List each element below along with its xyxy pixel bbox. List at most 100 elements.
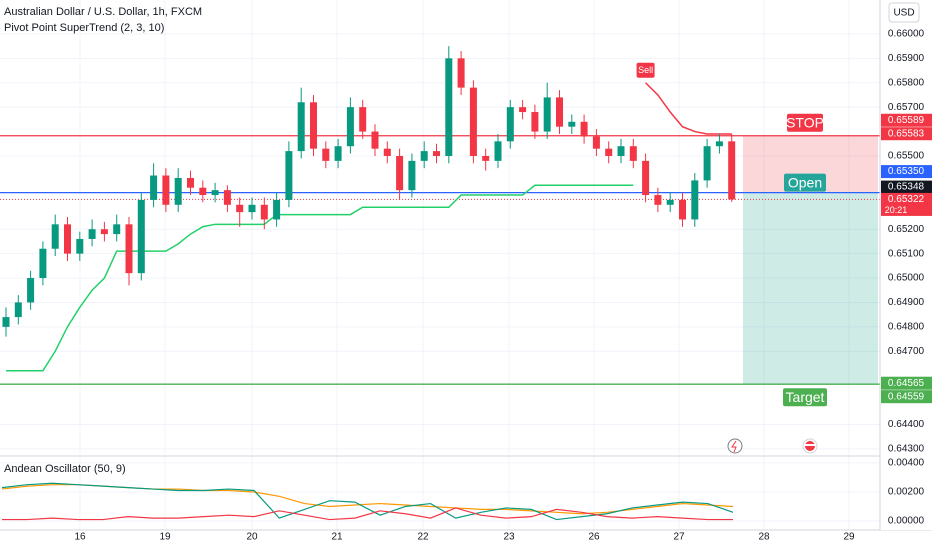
osc-tick-label: 0.00200 <box>888 487 925 498</box>
candle-body <box>592 136 600 149</box>
osc-tick-label: 0.00000 <box>888 516 925 527</box>
candle-body <box>482 155 490 161</box>
y-tick-label: 0.64300 <box>888 444 925 455</box>
y-tick-label: 0.65700 <box>888 102 925 113</box>
candle-body <box>531 112 539 132</box>
candle-body <box>617 146 625 156</box>
x-tick-label: 28 <box>758 532 770 543</box>
candle-body <box>310 102 317 149</box>
y-tick-label: 0.64800 <box>888 321 925 332</box>
candle-body <box>297 102 305 152</box>
candle-body <box>396 155 404 191</box>
candle-body <box>2 317 10 327</box>
candle-body <box>162 175 170 205</box>
candle-body <box>568 121 576 127</box>
price-label-box <box>881 165 932 179</box>
candle-body <box>469 87 477 156</box>
candle-body <box>629 146 637 161</box>
candle-body <box>506 107 514 142</box>
candle-body <box>322 148 330 161</box>
candle-body <box>433 151 440 156</box>
candle-body <box>605 148 613 156</box>
candle-body <box>408 160 416 191</box>
x-tick-label: 20 <box>246 532 258 543</box>
candle-body <box>580 121 588 137</box>
symbol-title: Australian Dollar / U.S. Dollar, 1h, FXC… <box>4 6 202 18</box>
target-label-box <box>783 388 827 407</box>
price-pane: Sell STOP Open Target <box>0 46 880 407</box>
candle-body <box>76 238 84 254</box>
open-label: Open <box>788 174 822 190</box>
osc-tick-label: 0.00400 <box>888 458 925 469</box>
candle-body <box>137 199 145 274</box>
price-label: 0.64565 <box>888 378 925 389</box>
countdown: 20:21 <box>885 205 908 215</box>
candle-body <box>273 199 281 220</box>
flag-icon[interactable] <box>802 438 818 454</box>
stop-label: STOP <box>786 114 824 130</box>
icon-circle <box>727 438 743 454</box>
candle-body <box>64 224 71 254</box>
icon-stripe <box>805 444 815 446</box>
candle-body <box>543 97 551 132</box>
oscillator-line <box>1 482 734 521</box>
y-tick-label: 0.65100 <box>888 248 925 259</box>
oscillator-line <box>2 507 733 521</box>
price-label-box <box>881 192 932 206</box>
candle-body <box>150 175 158 200</box>
candle-body <box>223 190 231 205</box>
candle-body <box>728 141 736 200</box>
x-tick-label: 22 <box>417 532 429 543</box>
candle-body <box>346 107 354 147</box>
y-tick-label: 0.64700 <box>888 346 925 357</box>
candle-body <box>100 229 108 235</box>
price-label: 0.65348 <box>888 182 925 193</box>
stop-label-box <box>787 113 823 132</box>
candle-body <box>285 151 293 200</box>
candle-body <box>187 177 194 188</box>
candle-body <box>457 58 465 88</box>
candle-body <box>666 199 674 205</box>
y-tick-label: 0.65500 <box>888 151 925 162</box>
candle-body <box>174 177 182 205</box>
y-tick-label: 0.64900 <box>888 297 925 308</box>
price-label: 0.65589 <box>888 115 925 126</box>
price-label-box <box>881 127 932 141</box>
open-label-box <box>784 173 826 192</box>
candle-body <box>383 148 391 156</box>
y-tick-label: 0.65000 <box>888 273 925 284</box>
x-tick-label: 23 <box>503 532 515 543</box>
x-tick-label: 16 <box>74 532 86 543</box>
price-label-box <box>881 180 932 194</box>
price-label: 0.65322 <box>888 194 925 205</box>
candle-body <box>445 58 453 156</box>
candle-body <box>236 204 244 213</box>
price-label-box <box>881 113 932 127</box>
candle-body <box>248 204 256 213</box>
target-label: Target <box>786 389 825 405</box>
candle-body <box>199 187 207 196</box>
candle-body <box>39 248 47 279</box>
y-tick-label: 0.66000 <box>888 29 925 40</box>
x-tick-label: 21 <box>331 532 343 543</box>
currency: USD <box>893 8 914 19</box>
candle-body <box>113 224 121 235</box>
y-tick-label: 0.65800 <box>888 77 925 88</box>
x-tick-label: 29 <box>843 532 855 543</box>
target-zone <box>743 192 878 385</box>
candle-body <box>27 278 35 303</box>
candle-body <box>715 141 723 147</box>
currency-button[interactable] <box>888 2 920 23</box>
price-label-box <box>881 390 932 404</box>
candle-body <box>556 97 563 127</box>
x-tick-label: 27 <box>673 532 685 543</box>
candle-body <box>359 107 367 132</box>
price-label-box <box>881 376 932 390</box>
candle-body <box>654 195 662 205</box>
icon-bolt <box>731 440 737 453</box>
price-label: 0.65350 <box>888 166 925 177</box>
candle-body <box>14 302 22 318</box>
alert-icon[interactable] <box>727 438 743 454</box>
indicator-title: Pivot Point SuperTrend (2, 3, 10) <box>4 22 164 34</box>
